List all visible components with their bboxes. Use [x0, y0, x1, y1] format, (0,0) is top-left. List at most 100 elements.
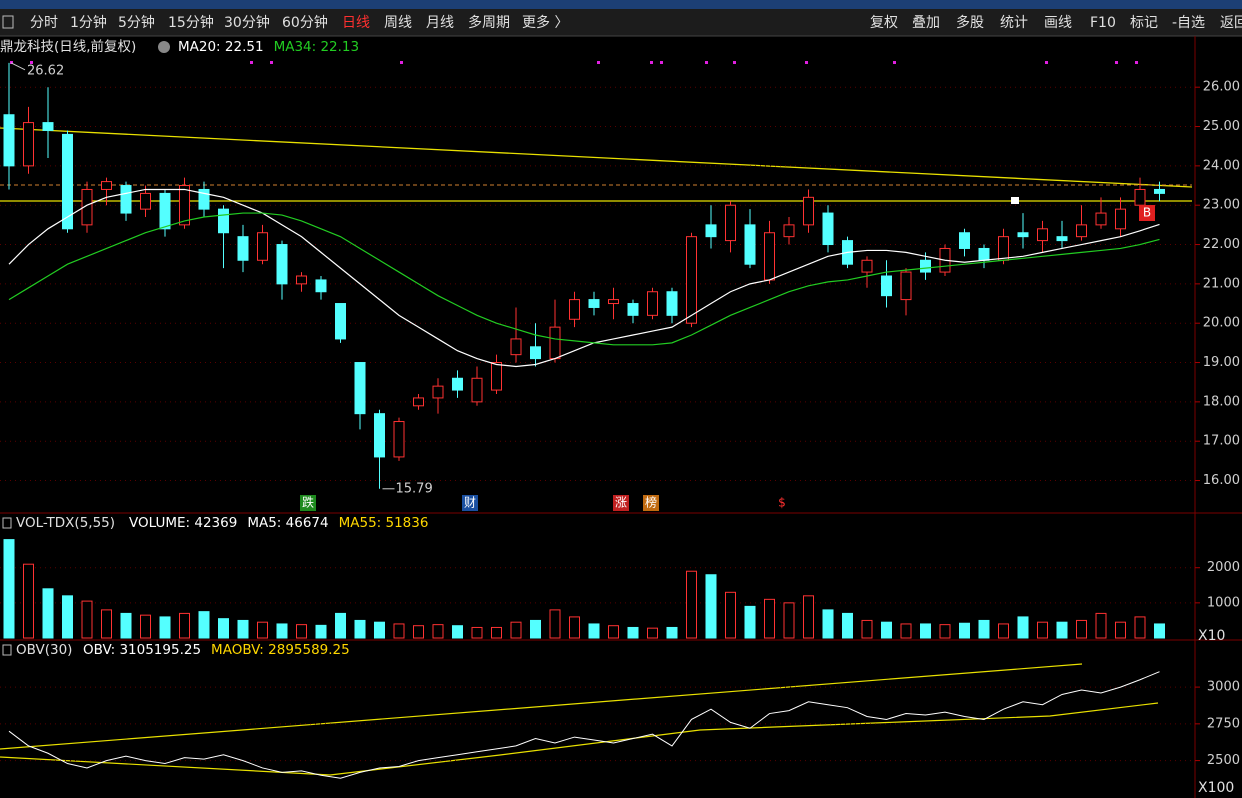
volume-bar	[276, 623, 288, 639]
period-tab[interactable]: 日线	[342, 15, 370, 31]
tool-button[interactable]: F10	[1090, 15, 1116, 31]
volume-bar	[588, 623, 600, 639]
volume-bar	[627, 626, 639, 639]
volume-bar	[81, 600, 93, 639]
volume-bar	[1076, 619, 1087, 639]
obv-line	[8, 671, 1160, 779]
volume-bar	[1154, 623, 1165, 639]
tool-button[interactable]: 统计	[1000, 15, 1028, 31]
candle-body	[1037, 228, 1048, 242]
volume-bar	[530, 619, 541, 639]
tool-button[interactable]: 复权	[870, 14, 898, 31]
volume-bar	[939, 624, 951, 639]
candle-body	[62, 133, 73, 230]
volume-bar	[1037, 621, 1048, 639]
period-tab[interactable]: 5分钟	[118, 14, 155, 31]
candle-body	[120, 185, 132, 214]
candle-body	[1056, 236, 1068, 242]
event-marker: 涨	[615, 495, 627, 510]
legend-entry: MA34: 22.13	[274, 39, 360, 55]
anchor-handle	[1011, 197, 1019, 204]
period-tab[interactable]: 1分钟	[70, 14, 107, 31]
volume-bar	[510, 621, 522, 639]
candle-body	[276, 244, 288, 285]
candle-body	[81, 188, 93, 226]
volume-bar	[998, 623, 1009, 639]
candle-body	[978, 247, 990, 261]
maobv-line	[329, 702, 1159, 776]
period-tab[interactable]: 30分钟	[224, 14, 270, 31]
volume-bar	[1056, 621, 1068, 639]
y-tick-label: 22.00	[1203, 237, 1240, 252]
ma-line	[8, 212, 1160, 346]
period-tab[interactable]: 周线	[384, 15, 412, 31]
volume-bar	[666, 626, 678, 639]
volume-bar	[978, 619, 990, 639]
candle-body	[686, 236, 697, 324]
tool-button[interactable]: 标记	[1130, 15, 1158, 31]
candle-body	[159, 192, 171, 230]
volume-bar	[159, 616, 171, 639]
dropdown-icon[interactable]	[158, 41, 170, 53]
volume-bar	[140, 614, 151, 639]
candle-body	[588, 299, 600, 308]
candle-body	[998, 236, 1009, 261]
annotation-arrow	[10, 62, 26, 71]
low-label: 15.79	[396, 481, 433, 496]
volume-bar	[549, 609, 561, 639]
unit-label: X10	[1198, 628, 1225, 644]
y-tick-label: 19.00	[1203, 355, 1240, 370]
unit-label: X100	[1198, 780, 1234, 796]
volume-bar	[179, 612, 190, 639]
volume-bar	[452, 625, 463, 639]
volume-bar	[920, 623, 931, 639]
volume-bar	[959, 622, 970, 639]
tool-button[interactable]: 返回	[1220, 15, 1242, 31]
candle-body	[530, 346, 541, 360]
candle-body	[3, 114, 15, 167]
volume-bar	[705, 574, 717, 639]
tool-button[interactable]: 多股	[956, 14, 984, 31]
candle-body	[393, 421, 405, 458]
high-label: 26.62	[27, 63, 64, 78]
candle-body	[374, 413, 385, 458]
tool-button[interactable]: 画线	[1044, 15, 1072, 31]
candle-body	[783, 224, 795, 238]
tool-button[interactable]: -自选	[1172, 15, 1205, 31]
period-tab[interactable]: 更多 〉	[522, 14, 568, 31]
y-tick-label: 2500	[1207, 753, 1240, 768]
volume-bar	[101, 609, 112, 639]
candle-body	[822, 212, 834, 246]
menu-bar	[0, 9, 1242, 36]
y-tick-label: 21.00	[1203, 276, 1240, 291]
y-tick-label: 16.00	[1203, 473, 1240, 488]
tool-button[interactable]: 叠加	[912, 15, 940, 31]
candle-body	[627, 303, 639, 316]
volume-bar	[783, 602, 795, 639]
legend-entry: MA20: 22.51	[178, 39, 264, 55]
candle-body	[569, 299, 580, 320]
y-tick-label: 20.00	[1203, 316, 1240, 331]
period-tab[interactable]: 15分钟	[168, 14, 214, 31]
candle-body	[549, 326, 561, 360]
volume-bar	[1017, 616, 1029, 639]
event-marker-bg	[462, 495, 478, 511]
panel-icon	[2, 15, 14, 29]
candle-body	[471, 377, 483, 403]
candle-body	[1115, 208, 1126, 230]
period-tab[interactable]: 月线	[426, 15, 454, 31]
volume-bar	[900, 623, 912, 639]
volume-bar	[42, 588, 54, 639]
candle-body	[335, 303, 346, 340]
period-tab[interactable]: 60分钟	[282, 14, 328, 31]
event-marker-bg	[613, 495, 629, 511]
indicator-title: OBV(30)	[16, 642, 72, 658]
period-tab[interactable]: 分时	[30, 15, 58, 31]
candle-body	[101, 181, 112, 190]
volume-bar	[647, 627, 658, 639]
volume-bar	[1095, 612, 1107, 639]
candle-body	[959, 232, 970, 249]
volume-bar	[374, 621, 385, 639]
period-tab[interactable]: 多周期	[468, 14, 510, 31]
volume-bar	[335, 612, 346, 639]
